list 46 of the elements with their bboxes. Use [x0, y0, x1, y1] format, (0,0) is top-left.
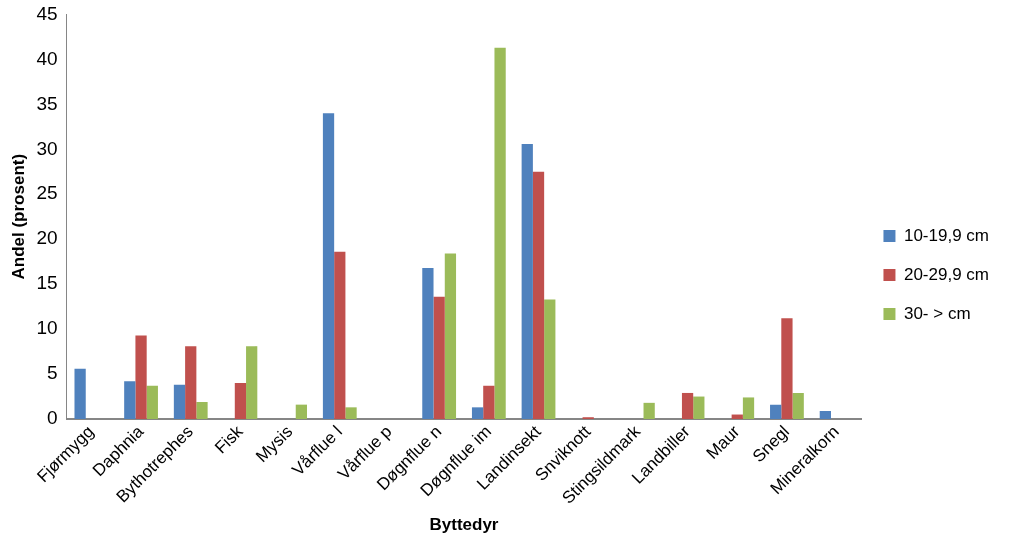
bar: [124, 381, 136, 420]
legend-label: 10-19,9 cm: [903, 225, 990, 245]
bar: [792, 392, 804, 420]
bar: [196, 401, 208, 420]
y-tick-label: 5: [46, 362, 58, 384]
y-axis-title: Andel (prosent): [8, 153, 28, 280]
bar: [146, 385, 158, 420]
legend-label: 20-29,9 cm: [903, 264, 990, 284]
bar: [444, 253, 457, 420]
y-tick-label: 0: [46, 407, 58, 429]
bar: [770, 404, 782, 420]
bar: [532, 171, 545, 420]
bar: [544, 299, 556, 420]
bar: [781, 318, 793, 420]
bar: [643, 402, 655, 420]
bar: [135, 335, 147, 420]
y-tick-label: 30: [36, 137, 58, 159]
bar: [681, 392, 694, 420]
y-tick-label: 40: [36, 47, 58, 69]
bar: [173, 384, 186, 420]
bar: [185, 346, 197, 420]
bar: [322, 113, 335, 420]
x-tick-label: Fisk: [211, 421, 247, 458]
legend-label: 30- > cm: [903, 303, 971, 323]
bar: [693, 396, 705, 420]
y-tick-label: 20: [36, 227, 58, 249]
bar: [742, 397, 755, 420]
bar: [819, 410, 831, 420]
bar: [494, 47, 506, 420]
bar: [334, 251, 346, 420]
y-tick-label: 25: [36, 182, 58, 204]
bar: [422, 267, 434, 420]
y-tick-label: 35: [36, 92, 58, 114]
bar: [246, 346, 258, 420]
bar: [471, 407, 484, 420]
bar: [234, 383, 247, 420]
bar: [74, 368, 86, 420]
bar: [345, 407, 357, 420]
y-tick-label: 10: [36, 317, 58, 339]
bar: [295, 404, 307, 420]
y-tick-label: 45: [36, 2, 58, 24]
y-tick-label: 15: [36, 272, 58, 294]
x-axis-title: Byttedyr: [429, 515, 499, 535]
bar: [521, 143, 533, 420]
bar: [433, 296, 445, 420]
bar: [483, 385, 495, 420]
